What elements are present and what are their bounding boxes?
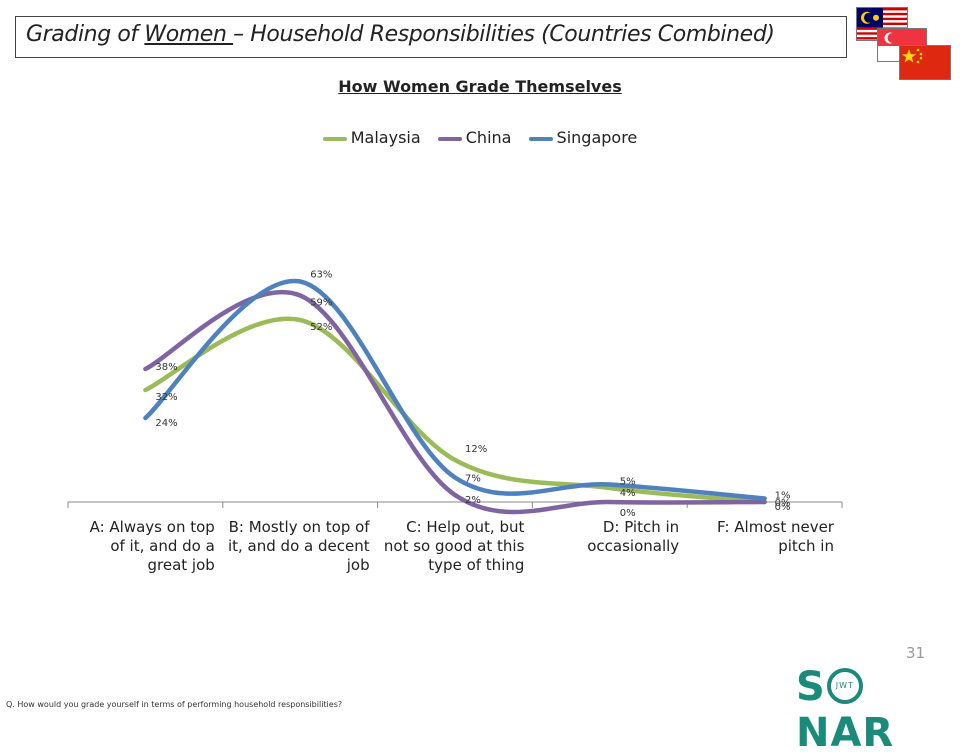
legend-item-malaysia: Malaysia (322, 128, 421, 147)
data-label-singapore: 63% (310, 270, 332, 281)
data-label-malaysia: 4% (620, 488, 636, 499)
data-label-china: 2% (465, 495, 481, 506)
category-label-line: it, and do a decent (227, 537, 370, 555)
category-label-line: B: Mostly on top of (228, 518, 370, 536)
sonar-jwt-logo: S JWT NAR (796, 664, 960, 756)
slide-title: Grading of Women – Household Responsibil… (26, 22, 775, 47)
chart-title: How Women Grade Themselves (338, 77, 622, 96)
category-label-line: occasionally (587, 537, 680, 555)
category-label-line: A: Always on top (89, 518, 215, 536)
legend-label-china: China (465, 128, 512, 147)
data-label-malaysia: 52% (310, 322, 332, 333)
title-underlined: Women (144, 22, 234, 47)
data-label-china: 59% (310, 298, 332, 309)
data-label-singapore: 1% (775, 491, 791, 502)
singapore-flag-moon-cut (887, 33, 898, 43)
page-number: 31 (906, 644, 926, 662)
survey-question-footnote: Q. How would you grade yourself in terms… (6, 700, 343, 709)
legend-swatch-malaysia (322, 136, 347, 141)
data-label-malaysia: 0% (775, 498, 791, 509)
category-label-line: type of thing (428, 556, 525, 574)
category-label-line: of it, and do a (110, 537, 215, 555)
legend-item-china: China (437, 128, 512, 147)
x-axis-category-label: B: Mostly on top of it, and do a decent jo… (223, 518, 370, 575)
china-flag-graphic (900, 46, 950, 79)
x-axis-category-label: F: Almost never pitch in (687, 518, 834, 556)
data-label-malaysia: 12% (465, 444, 487, 455)
china-flag-small-star (919, 52, 923, 56)
data-label-singapore: 7% (465, 474, 481, 485)
x-axis-category-label: D: Pitch in occasionally (532, 518, 679, 556)
china-flag-big-star (901, 49, 917, 63)
data-label-singapore: 24% (155, 418, 177, 429)
series-line-china (143, 289, 767, 515)
logo-inner-text: JWT (835, 681, 854, 690)
china-flag-icon (899, 45, 951, 80)
china-flag-small-star (916, 48, 920, 52)
series-line-malaysia (143, 316, 767, 505)
title-suffix: – Household Responsibilities (Countries … (233, 22, 775, 47)
legend-item-singapore: Singapore (528, 128, 638, 147)
category-label-line: C: Help out, but (406, 518, 525, 536)
legend-swatch-singapore (528, 136, 553, 141)
china-flag-background (900, 46, 950, 79)
logo-letters-nar: NAR (796, 710, 895, 756)
data-label-singapore: 5% (620, 477, 636, 488)
title-prefix: Grading of (26, 22, 145, 47)
china-flag-small-star (916, 60, 920, 64)
slide-title-box: Grading of Women – Household Responsibil… (15, 16, 847, 58)
legend-label-malaysia: Malaysia (350, 128, 421, 147)
legend-swatch-china (437, 136, 462, 141)
category-label-line: F: Almost never (717, 518, 834, 536)
category-label-line: great job (147, 556, 215, 574)
series-line-singapore (143, 278, 767, 501)
legend-label-singapore: Singapore (556, 128, 638, 147)
line-chart: 32%52%12%4%0%38%59%2%0%0%24%63%7% 5%1% (67, 270, 843, 519)
category-label-line: job (346, 556, 370, 574)
data-label-china: 0% (775, 502, 791, 513)
chart-legend: Malaysia China Singapore (0, 127, 960, 147)
malaysia-flag-crescent-cut (864, 12, 874, 23)
x-axis-category-label: C: Help out, but not so good at this type … (378, 518, 525, 575)
malaysia-flag-star (873, 14, 879, 21)
x-axis-category-label: A: Always on top of it, and do a great job (68, 518, 215, 575)
category-label-line: not so good at this (383, 537, 525, 555)
logo-letter-s: S (796, 664, 826, 710)
category-label-line: pitch in (778, 537, 834, 555)
data-label-china: 38% (155, 362, 177, 373)
data-label-malaysia: 32% (155, 392, 177, 403)
china-flag-small-star (919, 56, 923, 60)
logo-o-ring: JWT (826, 668, 863, 704)
category-label-line: D: Pitch in (602, 518, 680, 536)
